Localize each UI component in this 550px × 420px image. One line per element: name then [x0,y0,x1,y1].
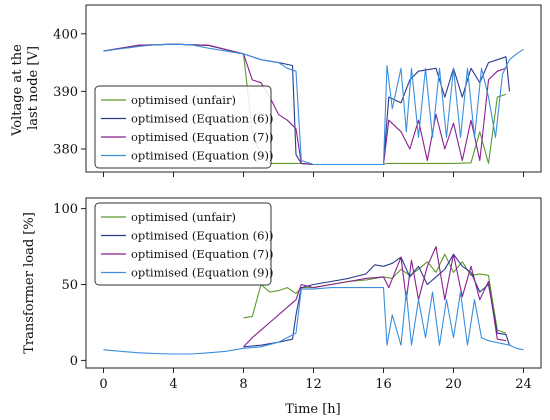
load-y-tick-label: 50 [61,278,78,293]
voltage-y-tick-label: 400 [53,27,78,42]
voltage-legend: optimised (unfair) optimised (Equation (6… [94,85,273,169]
load-x-tick-label: 16 [375,377,392,392]
load-x-tick-label: 4 [169,377,177,392]
load-y-tick-label: 0 [70,354,78,369]
voltage-legend-label-1: optimised (unfair) [131,93,236,107]
voltage-legend-label-2: optimised (Equation (6)) [131,112,273,126]
load-legend-box [94,202,272,286]
load-series-line-4 [103,287,524,355]
load-series-line-1 [243,253,507,334]
voltage-legend-label-4: optimised (Equation (9)) [131,149,273,163]
load-legend: optimised (unfair) optimised (Equation (6… [94,202,273,286]
voltage-series-line-4 [103,43,524,166]
voltage-y-tick-label: 380 [53,142,78,157]
voltage-legend-label-3: optimised (Equation (7)) [131,130,273,144]
load-y-tick-label: 100 [53,202,78,217]
voltage-axis-label-line-1: Voltage at the [10,44,25,137]
load-chart-x-ticks: 0 4 8 12 16 20 24 [99,368,532,392]
load-legend-items: optimised (unfair) optimised (Equation (6… [101,210,273,280]
load-x-tick-label: 8 [239,377,247,392]
load-x-tick-label: 24 [515,377,532,392]
voltage-chart-y-ticks: 380 390 400 [53,27,86,157]
voltage-axis-label-line-2: last node [V] [26,46,41,130]
load-legend-label-1: optimised (unfair) [131,210,236,224]
load-axis-label: Transformer load [%] [22,212,37,354]
voltage-legend-items: optimised (unfair) optimised (Equation (6… [101,93,273,163]
load-chart-lines [103,246,524,355]
load-x-tick-label: 12 [305,377,322,392]
load-legend-label-2: optimised (Equation (6)) [131,229,273,243]
voltage-legend-box [94,85,272,169]
load-legend-label-4: optimised (Equation (9)) [131,266,273,280]
load-x-tick-label: 0 [99,377,107,392]
time-axis-label: Time [h] [285,402,341,417]
load-legend-label-3: optimised (Equation (7)) [131,247,273,261]
voltage-chart: 380 390 400 Voltage at the last node [V] o… [10,4,542,177]
voltage-y-tick-label: 390 [53,85,78,100]
voltage-axis-label: Voltage at the last node [V] [10,40,41,137]
load-series-line-3 [243,246,507,348]
voltage-chart-x-ticks [103,172,524,177]
load-x-tick-label: 20 [445,377,462,392]
load-chart-y-ticks: 0 50 100 [53,202,86,369]
voltage-chart-lines [103,43,524,166]
